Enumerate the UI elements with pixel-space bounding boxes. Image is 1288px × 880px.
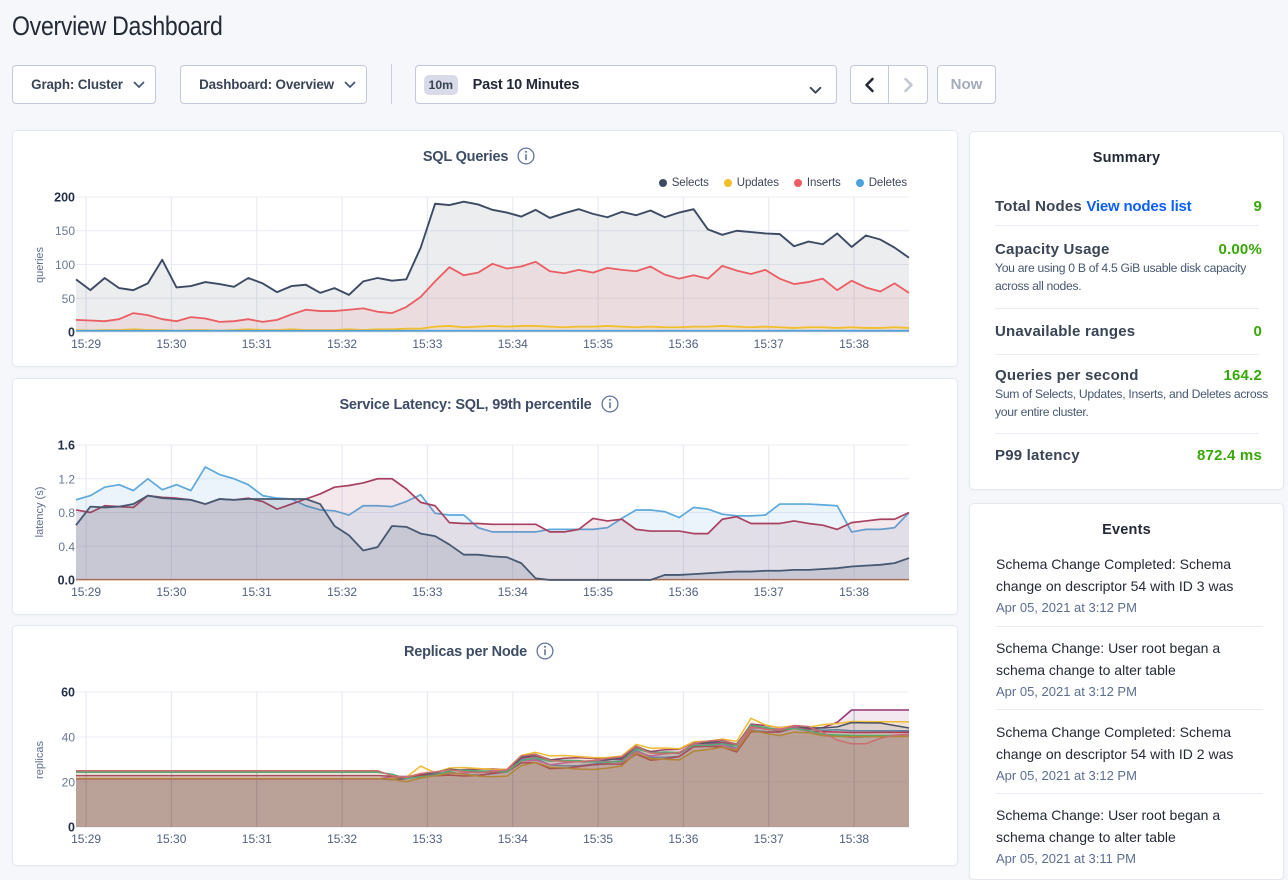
svg-text:150: 150 [55, 224, 75, 238]
svg-text:15:32: 15:32 [327, 832, 357, 846]
svg-text:15:36: 15:36 [668, 337, 698, 351]
svg-text:20: 20 [62, 776, 76, 790]
svg-text:15:34: 15:34 [498, 832, 528, 846]
svg-text:replicas: replicas [34, 741, 46, 779]
svg-text:15:31: 15:31 [242, 337, 272, 351]
svg-text:50: 50 [62, 292, 76, 306]
svg-text:queries: queries [34, 246, 46, 283]
svg-text:15:31: 15:31 [242, 832, 272, 846]
svg-text:15:33: 15:33 [412, 337, 442, 351]
svg-text:100: 100 [55, 258, 75, 272]
svg-text:15:34: 15:34 [498, 585, 528, 599]
svg-text:15:37: 15:37 [754, 337, 784, 351]
svg-text:15:30: 15:30 [156, 832, 186, 846]
svg-text:1.2: 1.2 [58, 472, 75, 486]
svg-text:15:36: 15:36 [668, 832, 698, 846]
svg-text:15:32: 15:32 [327, 585, 357, 599]
svg-text:60: 60 [61, 686, 75, 700]
svg-text:15:37: 15:37 [754, 832, 784, 846]
svg-text:15:35: 15:35 [583, 337, 613, 351]
svg-text:15:38: 15:38 [839, 832, 869, 846]
svg-text:15:38: 15:38 [839, 585, 869, 599]
svg-text:15:30: 15:30 [156, 585, 186, 599]
svg-text:0.4: 0.4 [58, 540, 75, 554]
svg-text:15:29: 15:29 [71, 832, 101, 846]
svg-text:15:29: 15:29 [71, 585, 101, 599]
svg-text:0.8: 0.8 [58, 506, 75, 520]
svg-text:15:31: 15:31 [242, 585, 272, 599]
svg-text:15:36: 15:36 [668, 585, 698, 599]
svg-text:0: 0 [68, 326, 75, 340]
svg-text:15:33: 15:33 [412, 832, 442, 846]
svg-text:15:34: 15:34 [498, 337, 528, 351]
svg-text:15:35: 15:35 [583, 585, 613, 599]
svg-text:15:35: 15:35 [583, 832, 613, 846]
svg-text:15:30: 15:30 [156, 337, 186, 351]
svg-text:15:38: 15:38 [839, 337, 869, 351]
svg-text:15:32: 15:32 [327, 337, 357, 351]
svg-text:15:37: 15:37 [754, 585, 784, 599]
svg-text:0: 0 [68, 821, 75, 835]
svg-text:latency (s): latency (s) [34, 487, 46, 538]
svg-text:200: 200 [54, 191, 75, 205]
svg-text:15:33: 15:33 [412, 585, 442, 599]
svg-text:40: 40 [62, 731, 76, 745]
svg-text:1.6: 1.6 [58, 439, 75, 453]
svg-text:0.0: 0.0 [58, 574, 75, 588]
svg-text:15:29: 15:29 [71, 337, 101, 351]
